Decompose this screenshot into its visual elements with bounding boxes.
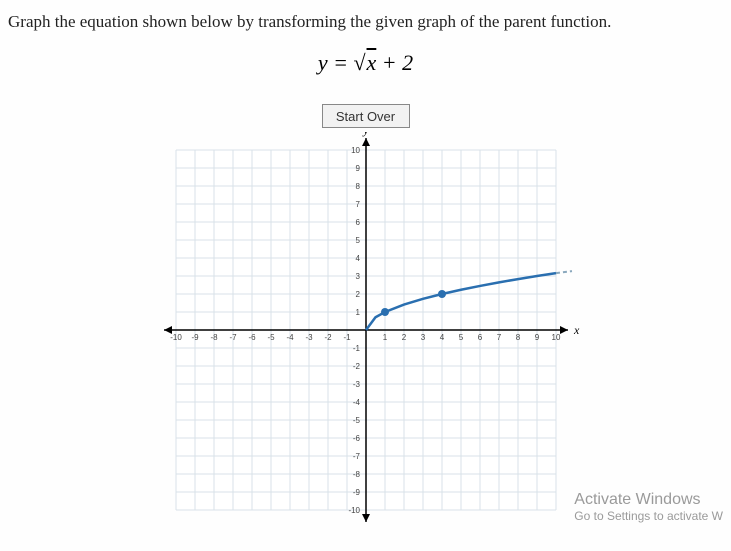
svg-text:4: 4 — [355, 254, 360, 263]
svg-text:-6: -6 — [352, 434, 360, 443]
svg-text:-7: -7 — [352, 452, 360, 461]
svg-text:-8: -8 — [352, 470, 360, 479]
windows-watermark: Activate Windows Go to Settings to activ… — [574, 491, 723, 523]
eq-lhs: y — [318, 50, 328, 75]
svg-text:-9: -9 — [352, 488, 360, 497]
eq-eq: = — [333, 50, 353, 75]
svg-text:-2: -2 — [324, 333, 332, 342]
svg-text:9: 9 — [534, 333, 539, 342]
svg-text:-4: -4 — [286, 333, 294, 342]
svg-text:-5: -5 — [267, 333, 275, 342]
svg-text:-3: -3 — [352, 380, 360, 389]
coordinate-plane[interactable]: -10 -9 -8 -7 -6 -5 -4 -3 -2 -1 1 2 3 4 5 6 7 8 9 10 -10 -9 -8 -… — [146, 132, 586, 522]
svg-text:6: 6 — [477, 333, 482, 342]
svg-text:3: 3 — [420, 333, 425, 342]
svg-text:-3: -3 — [305, 333, 313, 342]
svg-text:x: x — [573, 323, 580, 337]
svg-text:2: 2 — [355, 290, 360, 299]
svg-text:1: 1 — [382, 333, 387, 342]
svg-text:-10: -10 — [170, 333, 182, 342]
svg-text:4: 4 — [439, 333, 444, 342]
svg-text:7: 7 — [496, 333, 501, 342]
svg-text:-10: -10 — [348, 506, 360, 515]
svg-text:-2: -2 — [352, 362, 360, 371]
svg-text:-5: -5 — [352, 416, 360, 425]
svg-text:2: 2 — [401, 333, 406, 342]
svg-text:8: 8 — [515, 333, 520, 342]
svg-text:3: 3 — [355, 272, 360, 281]
instruction-text: Graph the equation shown below by transf… — [8, 12, 723, 32]
svg-text:-1: -1 — [343, 333, 351, 342]
eq-sqrt: √x — [353, 50, 376, 75]
svg-text:-1: -1 — [352, 344, 360, 353]
svg-text:10: 10 — [551, 333, 560, 342]
svg-text:-8: -8 — [210, 333, 218, 342]
equation: y = √x + 2 — [8, 50, 723, 76]
svg-text:10: 10 — [351, 146, 360, 155]
svg-text:7: 7 — [355, 200, 360, 209]
graph-container: -10 -9 -8 -7 -6 -5 -4 -3 -2 -1 1 2 3 4 5 6 7 8 9 10 -10 -9 -8 -… — [146, 132, 586, 522]
svg-text:-4: -4 — [352, 398, 360, 407]
svg-text:5: 5 — [355, 236, 360, 245]
page: Graph the equation shown below by transf… — [0, 0, 731, 551]
svg-text:6: 6 — [355, 218, 360, 227]
svg-text:9: 9 — [355, 164, 360, 173]
svg-text:8: 8 — [355, 182, 360, 191]
watermark-sub: Go to Settings to activate W — [574, 509, 723, 523]
svg-text:-9: -9 — [191, 333, 199, 342]
svg-text:y: y — [362, 132, 369, 137]
watermark-title: Activate Windows — [574, 491, 723, 509]
svg-text:1: 1 — [355, 308, 360, 317]
svg-text:-6: -6 — [248, 333, 256, 342]
eq-suffix: + 2 — [376, 50, 413, 75]
svg-text:-7: -7 — [229, 333, 237, 342]
svg-text:5: 5 — [458, 333, 463, 342]
start-over-button[interactable]: Start Over — [322, 104, 410, 128]
